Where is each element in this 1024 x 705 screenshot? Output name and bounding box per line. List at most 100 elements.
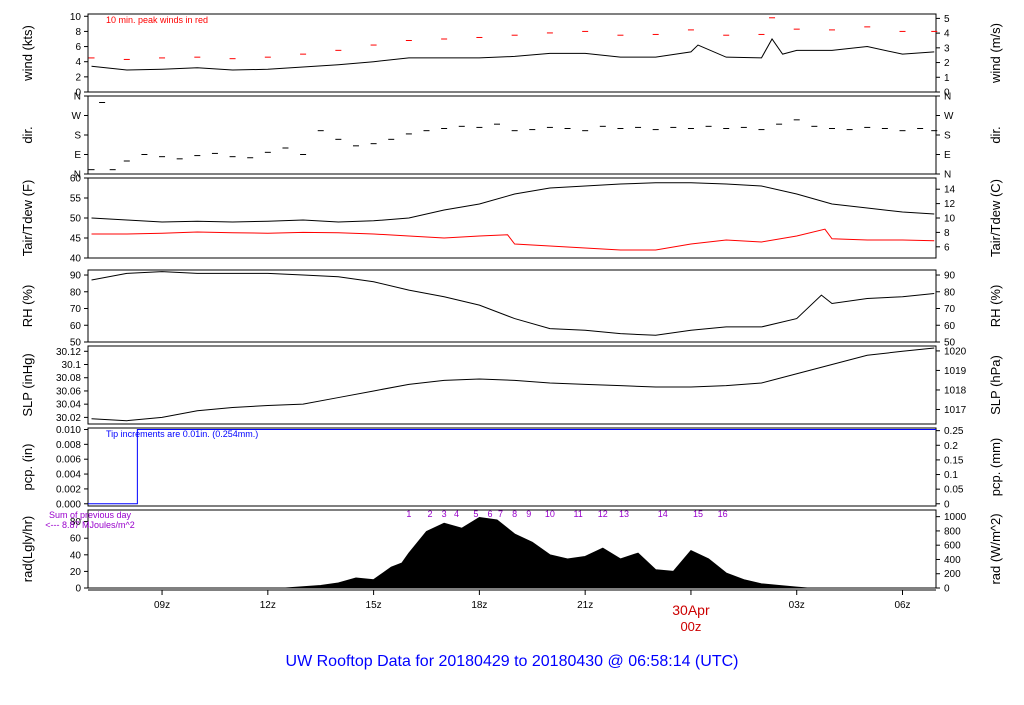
wind-ytick-right-label: 5	[944, 14, 950, 25]
dir-ytick-right-label: N	[944, 92, 951, 103]
rh-panel-frame	[87, 269, 937, 343]
slp-ytick-right-label: 1018	[944, 385, 967, 396]
rad-area	[285, 516, 808, 589]
pcp-ytick-label: 0.006	[56, 455, 81, 466]
rad-hour-label: 1	[406, 509, 411, 519]
dir-ytick-right-label: E	[944, 150, 951, 161]
dir-ytick-right-label: S	[944, 131, 951, 142]
dir-ytick-label: W	[72, 111, 82, 122]
slp-ytick-label: 30.06	[56, 386, 81, 397]
x-tick-label: 06z	[894, 600, 910, 611]
slp-ytick-label: 30.02	[56, 413, 81, 424]
wind-ytick-label: 4	[75, 57, 81, 68]
slp-series-line-0	[91, 347, 935, 422]
rad-hour-label: 7	[498, 509, 503, 519]
pcp-ytick-label: 0.002	[56, 484, 81, 495]
wind-ylabel: wind (kts)	[20, 25, 35, 82]
rad-ylabel-right: rad (W/m^2)	[988, 513, 1003, 584]
rh-ylabel-right: RH (%)	[988, 285, 1003, 328]
rad-ylabel: rad(Lgly/hr)	[20, 516, 35, 582]
pcp-ytick-right-label: 0.2	[944, 441, 958, 452]
x-tick-label: 03z	[789, 600, 805, 611]
pcp-panel-frame	[87, 427, 937, 507]
wind-annotation: 10 min. peak winds in red	[106, 15, 208, 25]
wind-ytick-right-label: 1	[944, 73, 950, 84]
wind-ytick-right-label: 3	[944, 43, 950, 54]
rad-hour-label: 2	[428, 509, 433, 519]
slp-ytick-label: 30.08	[56, 373, 81, 384]
dir-ytick-label: N	[74, 170, 81, 181]
dir-ylabel-right: dir.	[988, 126, 1003, 143]
wind-ytick-label: 2	[75, 72, 81, 83]
dir-ytick-right-label: W	[944, 111, 954, 122]
pcp-series-line-0	[88, 428, 936, 505]
rad-hour-label: 8	[512, 509, 517, 519]
rad-annotation-line1: Sum of previous day	[49, 510, 132, 520]
x-tick-label: 12z	[260, 600, 276, 611]
rad-hour-label: 10	[545, 509, 555, 519]
wind-ytick-label: 10	[70, 12, 82, 23]
rad-hour-label: 11	[573, 509, 582, 519]
rh-ytick-right-label: 70	[944, 304, 956, 315]
x-tick-label: 18z	[471, 600, 487, 611]
wind-panel-frame	[87, 13, 937, 93]
wind-ytick-right-label: 4	[944, 29, 950, 40]
x-date-sublabel: 00z	[680, 619, 701, 634]
dir-ytick-label: N	[74, 92, 81, 103]
dir-panel-frame	[87, 95, 937, 175]
rad-hour-label: 12	[598, 509, 608, 519]
rad-ytick-label: 40	[70, 550, 82, 561]
temp-ytick-label: 45	[70, 234, 82, 245]
temp-ytick-right-label: 6	[944, 242, 950, 253]
rad-hour-label: 16	[718, 509, 728, 519]
rad-annotation-line2: <--- 8.87 MJoules/m^2	[45, 520, 135, 530]
rad-hour-label: 14	[658, 509, 668, 519]
slp-ytick-label: 30.12	[56, 347, 81, 358]
rh-ytick-right-label: 60	[944, 321, 956, 332]
rad-ytick-label: 80	[70, 517, 82, 528]
rh-ylabel: RH (%)	[20, 285, 35, 328]
dir-ylabel: dir.	[20, 126, 35, 143]
rh-ytick-label: 70	[70, 304, 82, 315]
rad-ytick-right-label: 600	[944, 541, 961, 552]
wind-ytick-label: 0	[75, 88, 81, 99]
slp-panel-frame	[87, 345, 937, 425]
rad-ytick-right-label: 400	[944, 555, 961, 566]
rad-ytick-right-label: 0	[944, 584, 950, 595]
x-tick-label: 15z	[366, 600, 382, 611]
temp-ytick-right-label: 12	[944, 199, 956, 210]
temp-ytick-right-label: 10	[944, 214, 956, 225]
temp-ytick-label: 40	[70, 254, 82, 265]
slp-ytick-label: 30.1	[62, 360, 82, 371]
pcp-ylabel: pcp. (in)	[20, 444, 35, 491]
rad-ytick-label: 0	[75, 584, 81, 595]
dir-ytick-label: E	[74, 150, 81, 161]
wind-ytick-label: 6	[75, 42, 81, 53]
rh-ytick-right-label: 80	[944, 287, 956, 298]
temp-ytick-label: 55	[70, 194, 82, 205]
pcp-ytick-right-label: 0.05	[944, 485, 964, 496]
temp-panel-frame	[87, 177, 937, 259]
x-tick-label: 09z	[154, 600, 170, 611]
wind-ytick-right-label: 0	[944, 88, 950, 99]
temp-ylabel-right: Tair/Tdew (C)	[988, 179, 1003, 257]
temp-ytick-right-label: 14	[944, 185, 956, 196]
pcp-ytick-right-label: 0.1	[944, 470, 958, 481]
wind-series-line-0	[91, 38, 935, 71]
pcp-ytick-right-label: 0	[944, 499, 950, 510]
rh-series-line-0	[91, 271, 935, 336]
wind-ytick-label: 8	[75, 27, 81, 38]
rad-ytick-label: 60	[70, 534, 82, 545]
temp-ytick-label: 60	[70, 174, 82, 185]
x-tick-label: 21z	[577, 600, 593, 611]
rh-ytick-label: 60	[70, 321, 82, 332]
slp-ylabel: SLP (inHg)	[20, 353, 35, 416]
rad-ytick-right-label: 200	[944, 569, 961, 580]
x-date-label: 30Apr	[672, 602, 710, 618]
page-title: UW Rooftop Data for 20180429 to 20180430…	[286, 653, 739, 670]
slp-ytick-label: 30.04	[56, 400, 81, 411]
slp-ytick-right-label: 1017	[944, 405, 967, 416]
rad-ytick-label: 20	[70, 567, 82, 578]
dir-ytick-right-label: N	[944, 170, 951, 181]
